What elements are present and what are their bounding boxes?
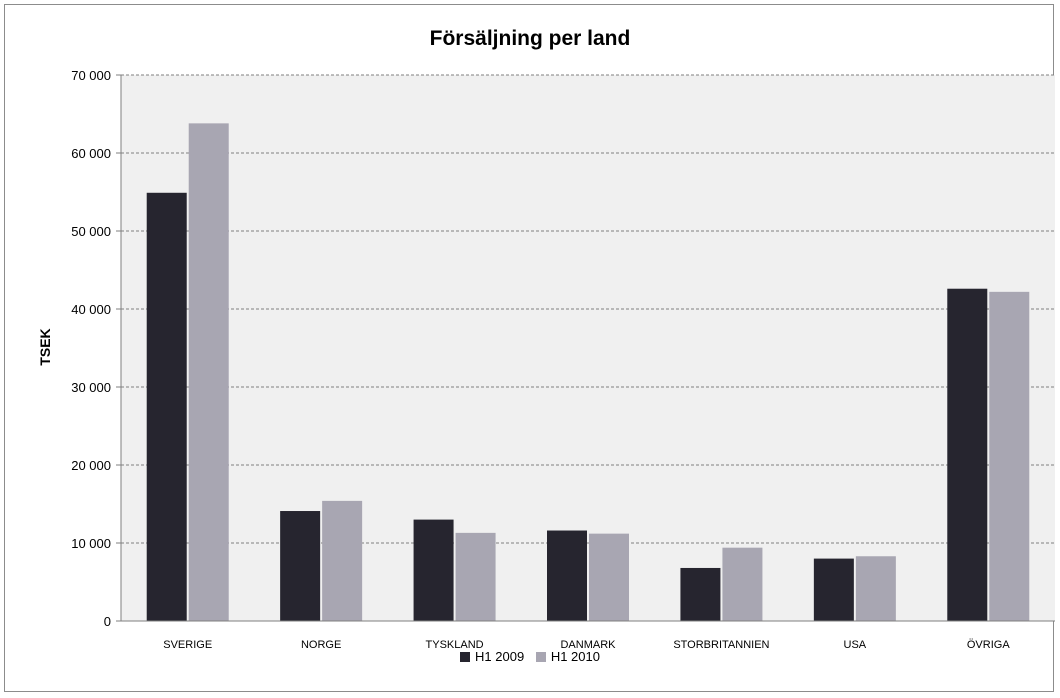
bar-h1-2009-storbritannien xyxy=(680,567,721,621)
y-tick-label: 30 000 xyxy=(71,380,111,395)
legend-label-h1-2009: H1 2009 xyxy=(475,649,525,665)
x-tick-label: STORBRITANNIEN xyxy=(673,639,769,651)
y-axis: 0 10 000 20 000 30 000 40 000 50 000 60 000 70 … xyxy=(71,68,122,629)
bar-h1-2010-danmark xyxy=(589,533,629,621)
y-tick-label: 10 000 xyxy=(71,536,111,551)
bar-h1-2010-usa xyxy=(855,556,896,621)
bar-h1-2009-danmark xyxy=(547,530,587,621)
x-tick-label: USA xyxy=(844,639,867,651)
y-tick-label: 50 000 xyxy=(71,224,111,239)
legend-item-h1-2010: H1 2010 xyxy=(535,649,600,665)
x-tick-label: TYSKLAND xyxy=(426,639,484,651)
legend-swatch-h1-2010 xyxy=(535,652,546,663)
y-tick-label: 60 000 xyxy=(71,146,111,161)
bar-h1-2010-övriga xyxy=(989,291,1030,621)
y-tick-label: 70 000 xyxy=(71,68,111,83)
bar-h1-2009-tyskland xyxy=(413,519,454,621)
legend-label-h1-2010: H1 2010 xyxy=(550,649,600,665)
legend: H1 2009 H1 2010 xyxy=(0,648,1060,664)
bar-h1-2010-storbritannien xyxy=(722,547,763,621)
x-tick-label: ÖVRIGA xyxy=(967,639,1010,651)
x-tick-label: SVERIGE xyxy=(163,639,212,651)
x-tick-label: NORGE xyxy=(301,639,341,651)
bar-h1-2010-tyskland xyxy=(455,532,496,621)
bar-h1-2010-sverige xyxy=(188,123,229,622)
bar-h1-2009-usa xyxy=(813,558,854,621)
y-axis-label: TSEK xyxy=(37,328,53,365)
legend-swatch-h1-2009 xyxy=(460,652,471,663)
bar-h1-2010-norge xyxy=(322,500,363,621)
chart-title: Försäljning per land xyxy=(429,27,631,50)
y-tick-label: 0 xyxy=(104,614,111,629)
y-tick-label: 40 000 xyxy=(71,302,111,317)
y-tick-label: 20 000 xyxy=(71,458,111,473)
gridlines xyxy=(121,74,1055,544)
bar-h1-2009-sverige xyxy=(146,192,187,621)
x-axis: SVERIGE NORGE TYSKLAND DANMARK STORBRITANNIE… xyxy=(121,620,1055,651)
legend-item-h1-2009: H1 2009 xyxy=(460,649,524,664)
x-tick-label: DANMARK xyxy=(560,639,616,651)
bar-h1-2009-norge xyxy=(280,511,321,621)
bar-h1-2009-övriga xyxy=(947,288,988,621)
plot-area xyxy=(121,75,1055,621)
bars xyxy=(146,123,1030,622)
